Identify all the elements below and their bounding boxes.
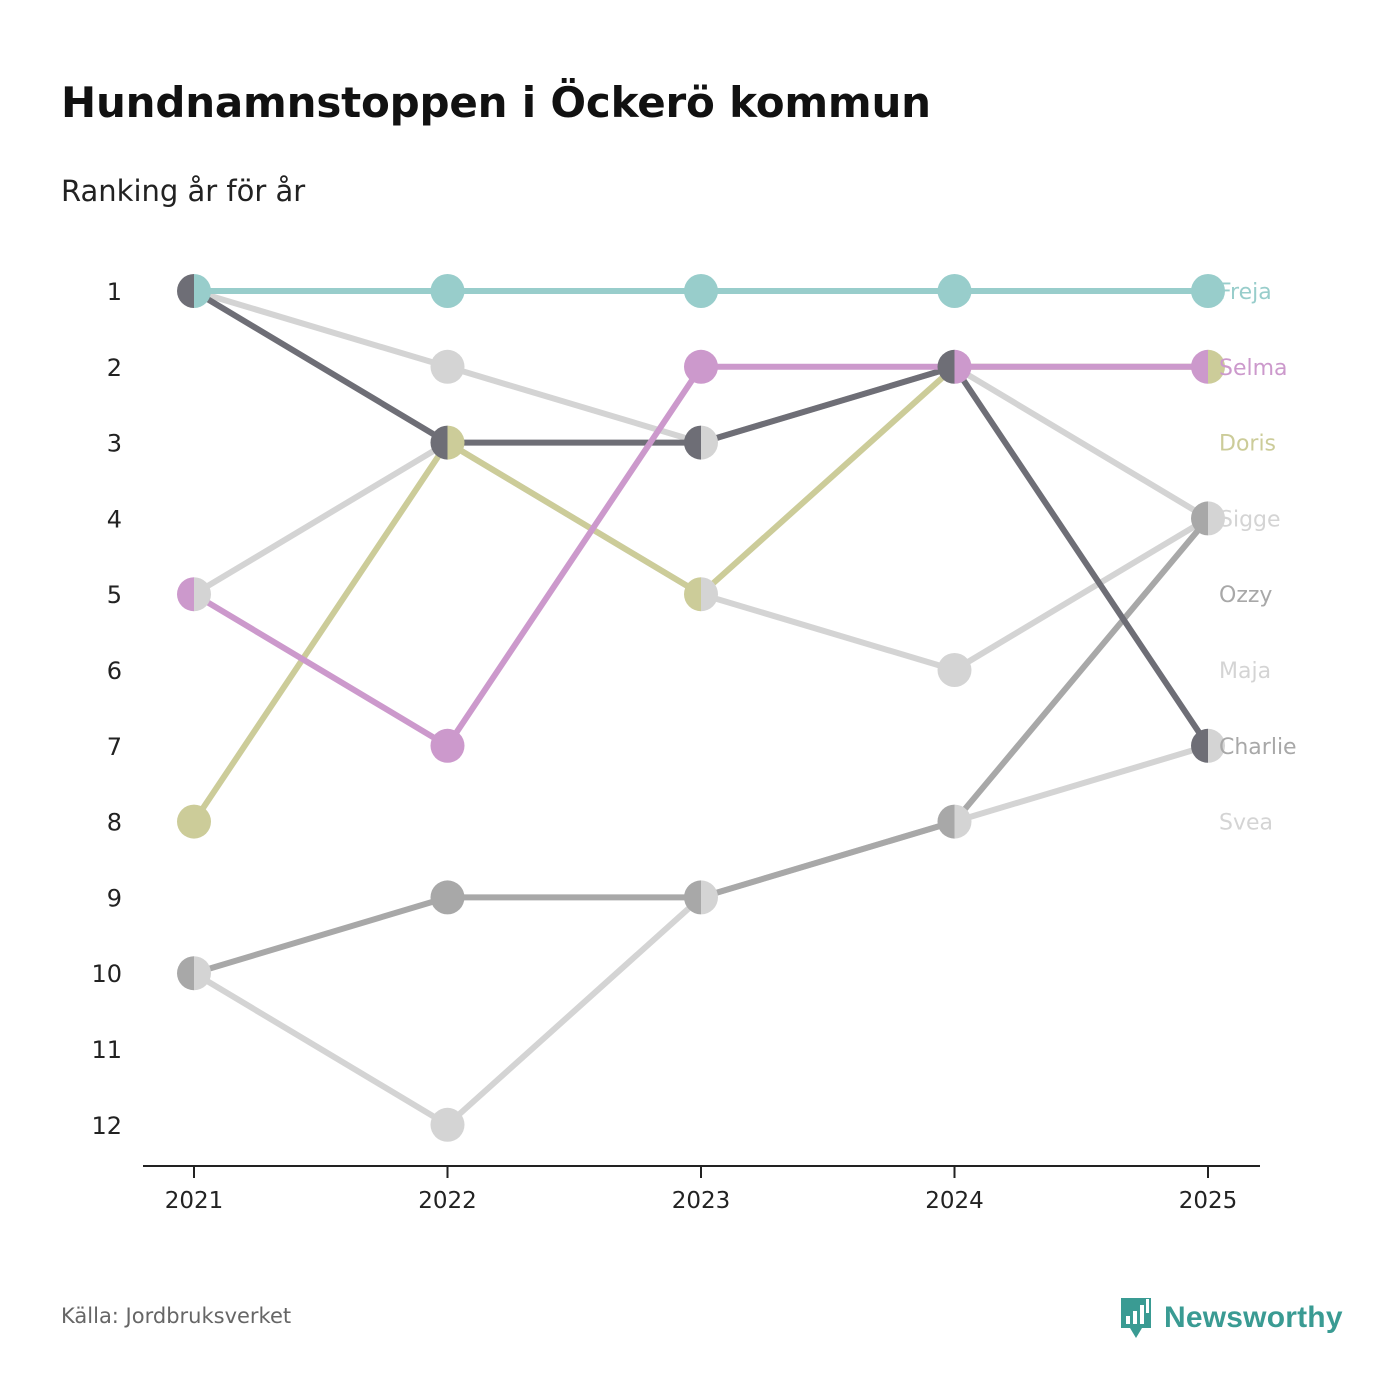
marker-doris — [1208, 349, 1225, 384]
series-line-sigge — [191, 288, 1211, 522]
y-tick-label: 4 — [107, 505, 122, 533]
series-line-selma — [191, 363, 1211, 749]
y-tick-label: 10 — [91, 960, 122, 988]
marker-freja — [430, 274, 465, 308]
marker-sigge — [1208, 501, 1225, 536]
end-label-doris: Doris — [1219, 432, 1276, 457]
y-tick-label: 9 — [107, 884, 122, 912]
end-label-svea: Svea — [1219, 811, 1273, 836]
x-tick-label: 2025 — [1179, 1188, 1238, 1214]
end-label-sigge: Sigge — [1219, 507, 1281, 532]
source-note: Källa: Jordbruksverket — [61, 1304, 292, 1328]
series-line-maja — [191, 439, 1211, 673]
y-tick-label: 2 — [107, 354, 122, 382]
brand-name[interactable]: Newsworthy — [1164, 1301, 1343, 1334]
marker-sigge — [430, 349, 465, 384]
marker-doris — [177, 804, 211, 839]
series-markers — [177, 274, 1225, 1142]
x-tick-label: 2024 — [925, 1188, 984, 1214]
marker-svea — [701, 880, 718, 915]
y-tick-label: 5 — [107, 581, 122, 609]
y-tick-label: 1 — [107, 278, 122, 306]
marker-doris — [684, 577, 701, 612]
marker-selma — [954, 349, 972, 384]
marker-freja — [937, 274, 972, 308]
x-tick-label: 2023 — [672, 1188, 731, 1214]
y-tick-label: 6 — [107, 657, 122, 685]
marker-selma — [430, 728, 465, 763]
end-labels: Freja Selma Doris Sigge Ozzy Maja Charlie Svea — [1219, 280, 1297, 836]
marker-sigge — [701, 425, 718, 460]
marker-selma — [684, 349, 718, 384]
marker-selma — [177, 577, 194, 612]
x-axis: 2021 2022 2023 2024 2025 — [143, 1165, 1260, 1214]
end-label-charlie: Charlie — [1219, 735, 1297, 760]
marker-svea — [430, 1107, 465, 1142]
end-label-maja: Maja — [1219, 659, 1271, 684]
y-tick-label: 12 — [91, 1112, 122, 1140]
marker-ozzy — [177, 956, 194, 991]
marker-freja — [194, 274, 211, 308]
chart-title: Hundnamnstoppen i Öckerö kommun — [61, 78, 931, 127]
marker-selma — [1191, 349, 1208, 384]
chart-subtitle: Ranking år för år — [61, 174, 306, 208]
marker-ozzy — [684, 880, 701, 915]
x-tick-label: 2021 — [165, 1188, 224, 1214]
brand-logo[interactable]: Newsworthy — [1118, 1296, 1343, 1340]
series-line-svea — [191, 742, 1211, 1128]
marker-ozzy — [1191, 501, 1208, 536]
end-label-selma: Selma — [1219, 356, 1288, 381]
marker-svea — [194, 956, 211, 991]
y-tick-label: 7 — [107, 733, 122, 761]
y-tick-label: 3 — [107, 430, 122, 458]
y-tick-label: 8 — [107, 809, 122, 837]
marker-freja — [684, 274, 718, 308]
marker-charlie — [430, 425, 448, 460]
marker-ozzy — [430, 880, 465, 915]
marker-maja — [937, 653, 972, 687]
end-label-freja: Freja — [1219, 280, 1272, 305]
newsworthy-logo-icon — [1121, 1298, 1151, 1338]
end-label-ozzy: Ozzy — [1219, 583, 1272, 608]
marker-svea — [1208, 728, 1225, 763]
series-lines — [191, 288, 1211, 1128]
y-tick-label: 11 — [91, 1036, 122, 1064]
marker-charlie — [937, 349, 955, 384]
marker-doris — [447, 425, 465, 460]
marker-freja — [1191, 274, 1225, 308]
marker-ozzy — [937, 804, 955, 839]
marker-charlie — [1191, 728, 1208, 763]
marker-charlie — [177, 274, 194, 308]
marker-svea — [954, 804, 972, 839]
marker-maja — [701, 577, 718, 612]
marker-maja — [194, 577, 211, 612]
marker-charlie — [684, 425, 701, 460]
x-tick-label: 2022 — [418, 1188, 477, 1214]
